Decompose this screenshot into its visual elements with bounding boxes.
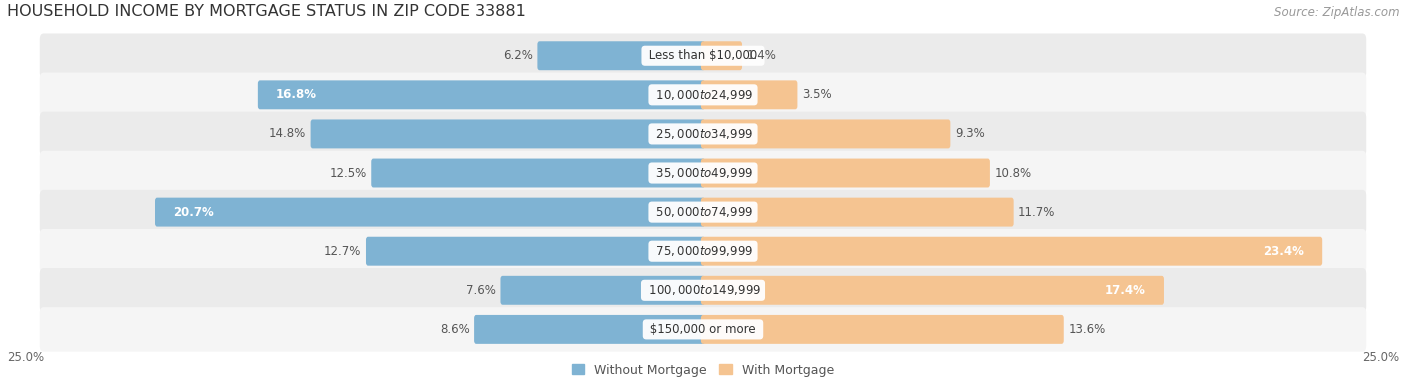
Text: 25.0%: 25.0% <box>7 351 44 364</box>
FancyBboxPatch shape <box>257 81 706 109</box>
Text: 12.7%: 12.7% <box>325 245 361 258</box>
FancyBboxPatch shape <box>700 81 797 109</box>
Text: Source: ZipAtlas.com: Source: ZipAtlas.com <box>1274 6 1399 19</box>
Text: 23.4%: 23.4% <box>1264 245 1305 258</box>
Text: 25.0%: 25.0% <box>1362 351 1399 364</box>
FancyBboxPatch shape <box>700 158 990 187</box>
FancyBboxPatch shape <box>700 119 950 149</box>
FancyBboxPatch shape <box>700 41 742 70</box>
Text: $100,000 to $149,999: $100,000 to $149,999 <box>644 283 762 297</box>
Text: $50,000 to $74,999: $50,000 to $74,999 <box>652 205 754 219</box>
Text: 8.6%: 8.6% <box>440 323 470 336</box>
Text: 16.8%: 16.8% <box>276 88 316 101</box>
FancyBboxPatch shape <box>39 151 1367 195</box>
FancyBboxPatch shape <box>39 34 1367 78</box>
FancyBboxPatch shape <box>39 73 1367 117</box>
Text: $75,000 to $99,999: $75,000 to $99,999 <box>652 244 754 258</box>
Text: 9.3%: 9.3% <box>955 127 984 140</box>
Text: 14.8%: 14.8% <box>269 127 307 140</box>
Text: $150,000 or more: $150,000 or more <box>647 323 759 336</box>
FancyBboxPatch shape <box>700 276 1164 305</box>
Text: 6.2%: 6.2% <box>503 49 533 62</box>
Text: $10,000 to $24,999: $10,000 to $24,999 <box>652 88 754 102</box>
Text: 11.7%: 11.7% <box>1018 206 1056 218</box>
FancyBboxPatch shape <box>371 158 706 187</box>
Text: 20.7%: 20.7% <box>173 206 214 218</box>
FancyBboxPatch shape <box>311 119 706 149</box>
FancyBboxPatch shape <box>39 229 1367 274</box>
FancyBboxPatch shape <box>700 237 1322 266</box>
Text: 13.6%: 13.6% <box>1069 323 1105 336</box>
Legend: Without Mortgage, With Mortgage: Without Mortgage, With Mortgage <box>572 364 834 377</box>
Text: 3.5%: 3.5% <box>801 88 831 101</box>
FancyBboxPatch shape <box>700 198 1014 226</box>
FancyBboxPatch shape <box>474 315 706 344</box>
FancyBboxPatch shape <box>155 198 706 226</box>
Text: $25,000 to $34,999: $25,000 to $34,999 <box>652 127 754 141</box>
Text: 10.8%: 10.8% <box>994 167 1032 180</box>
FancyBboxPatch shape <box>501 276 706 305</box>
FancyBboxPatch shape <box>700 315 1064 344</box>
FancyBboxPatch shape <box>39 112 1367 156</box>
Text: 12.5%: 12.5% <box>329 167 367 180</box>
Text: 7.6%: 7.6% <box>467 284 496 297</box>
FancyBboxPatch shape <box>39 307 1367 352</box>
Text: 17.4%: 17.4% <box>1105 284 1146 297</box>
Text: 1.4%: 1.4% <box>747 49 776 62</box>
FancyBboxPatch shape <box>366 237 706 266</box>
FancyBboxPatch shape <box>39 268 1367 313</box>
Text: HOUSEHOLD INCOME BY MORTGAGE STATUS IN ZIP CODE 33881: HOUSEHOLD INCOME BY MORTGAGE STATUS IN Z… <box>7 4 526 19</box>
Text: Less than $10,000: Less than $10,000 <box>645 49 761 62</box>
Text: $35,000 to $49,999: $35,000 to $49,999 <box>652 166 754 180</box>
FancyBboxPatch shape <box>39 190 1367 234</box>
FancyBboxPatch shape <box>537 41 706 70</box>
